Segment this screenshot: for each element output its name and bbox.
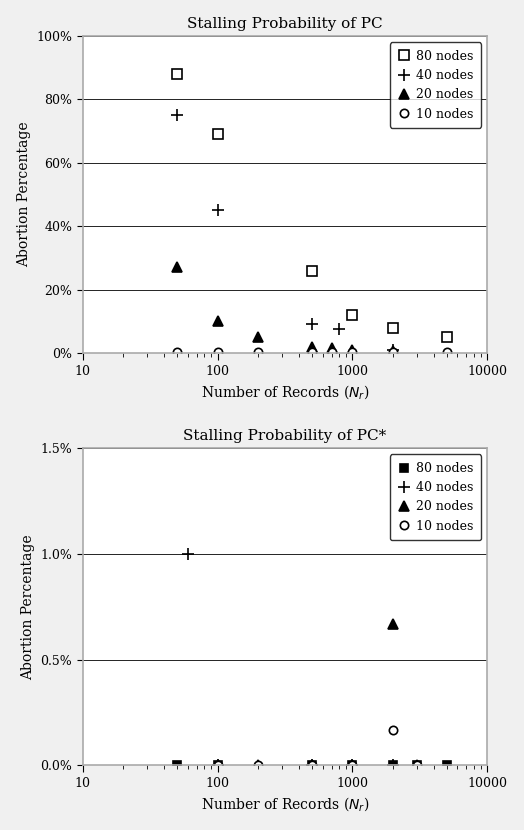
80 nodes: [350, 310, 356, 320]
20 nodes: [309, 342, 315, 352]
20 nodes: [390, 618, 396, 628]
10 nodes: [255, 760, 261, 770]
Title: Stalling Probability of PC*: Stalling Probability of PC*: [183, 429, 387, 443]
40 nodes: [174, 110, 180, 120]
80 nodes: [390, 760, 396, 770]
20 nodes: [174, 262, 180, 272]
Line: 80 nodes: 80 nodes: [172, 69, 452, 342]
Y-axis label: Abortion Percentage: Abortion Percentage: [17, 122, 31, 267]
Legend: 80 nodes, 40 nodes, 20 nodes, 10 nodes: 80 nodes, 40 nodes, 20 nodes, 10 nodes: [390, 455, 481, 540]
10 nodes: [329, 347, 335, 357]
X-axis label: Number of Records ($N_r$): Number of Records ($N_r$): [201, 383, 369, 401]
80 nodes: [309, 266, 315, 276]
80 nodes: [309, 760, 315, 770]
40 nodes: [214, 205, 221, 215]
20 nodes: [350, 344, 356, 354]
10 nodes: [444, 347, 450, 357]
20 nodes: [255, 760, 261, 770]
20 nodes: [350, 760, 356, 770]
10 nodes: [390, 347, 396, 357]
20 nodes: [390, 346, 396, 356]
10 nodes: [255, 347, 261, 357]
10 nodes: [350, 347, 356, 357]
10 nodes: [214, 760, 221, 770]
40 nodes: [184, 549, 191, 559]
80 nodes: [390, 323, 396, 333]
40 nodes: [390, 344, 396, 354]
40 nodes: [309, 760, 315, 770]
10 nodes: [174, 347, 180, 357]
10 nodes: [309, 760, 315, 770]
20 nodes: [255, 332, 261, 342]
40 nodes: [309, 320, 315, 330]
80 nodes: [214, 760, 221, 770]
80 nodes: [214, 129, 221, 139]
80 nodes: [413, 760, 420, 770]
40 nodes: [214, 760, 221, 770]
40 nodes: [390, 760, 396, 770]
Y-axis label: Abortion Percentage: Abortion Percentage: [21, 534, 35, 680]
20 nodes: [214, 316, 221, 326]
10 nodes: [390, 725, 396, 735]
Line: 40 nodes: 40 nodes: [171, 109, 399, 356]
Legend: 80 nodes, 40 nodes, 20 nodes, 10 nodes: 80 nodes, 40 nodes, 20 nodes, 10 nodes: [390, 42, 481, 128]
Line: 10 nodes: 10 nodes: [173, 348, 451, 356]
20 nodes: [413, 760, 420, 770]
80 nodes: [350, 760, 356, 770]
80 nodes: [174, 69, 180, 79]
10 nodes: [413, 760, 420, 770]
20 nodes: [309, 760, 315, 770]
Title: Stalling Probability of PC: Stalling Probability of PC: [187, 17, 383, 31]
X-axis label: Number of Records ($N_r$): Number of Records ($N_r$): [201, 795, 369, 813]
80 nodes: [444, 332, 450, 342]
Line: 10 nodes: 10 nodes: [213, 726, 421, 769]
80 nodes: [174, 760, 180, 770]
20 nodes: [214, 760, 221, 770]
10 nodes: [214, 347, 221, 357]
20 nodes: [329, 344, 335, 354]
Line: 80 nodes: 80 nodes: [173, 761, 451, 769]
10 nodes: [309, 347, 315, 357]
Line: 40 nodes: 40 nodes: [181, 548, 399, 771]
10 nodes: [350, 760, 356, 770]
40 nodes: [336, 325, 343, 334]
40 nodes: [350, 760, 356, 770]
80 nodes: [444, 760, 450, 770]
Line: 20 nodes: 20 nodes: [213, 618, 422, 770]
Line: 20 nodes: 20 nodes: [172, 262, 398, 356]
